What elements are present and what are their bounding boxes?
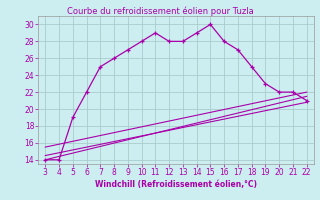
- X-axis label: Windchill (Refroidissement éolien,°C): Windchill (Refroidissement éolien,°C): [95, 180, 257, 189]
- Text: Courbe du refroidissement éolien pour Tuzla: Courbe du refroidissement éolien pour Tu…: [67, 6, 253, 16]
